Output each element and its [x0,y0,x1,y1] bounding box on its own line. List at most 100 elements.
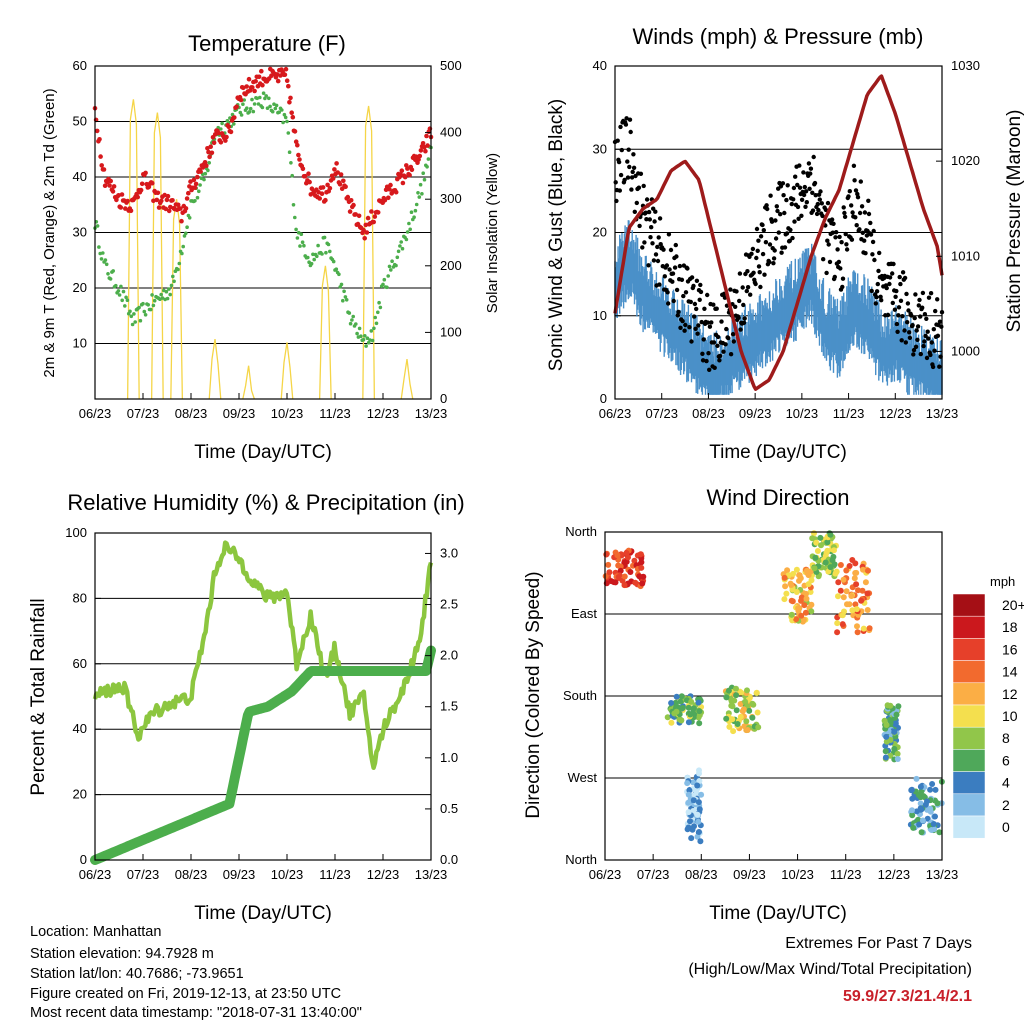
wind-direction-point [825,568,832,575]
gust-point [854,223,859,228]
dewpoint-point [394,263,398,268]
dewpoint-point [261,91,266,95]
dewpoint-point [101,251,105,255]
wind-direction-point [812,554,819,561]
temperature-point [110,189,116,194]
humidity-ytick-label: 80 [73,590,87,605]
dewpoint-point [369,329,374,333]
wind-direction-point [627,569,634,575]
gust-point [736,315,741,320]
wind-direction-point [843,567,850,574]
dewpoint-point [95,224,100,228]
humidity-gridlines [95,532,431,861]
wind-direction-point [603,551,610,558]
wind-direction-xtick-label: 11/23 [830,867,862,882]
gust-point [670,271,676,276]
gust-point [653,252,659,257]
gust-point [700,351,705,356]
dewpoint-point [350,318,354,322]
gust-point [876,268,881,274]
solar-insolation-spike [280,342,294,400]
dewpoint-point [245,106,249,110]
temperature-point [288,95,293,101]
wind-direction-point [853,581,860,588]
gust-point [817,197,822,202]
dewpoint-point [251,109,256,114]
gust-point [704,358,709,364]
dewpoint-point [357,326,362,331]
wind-direction-point [928,827,935,833]
gust-point [806,161,812,166]
temperature-point [371,219,377,225]
humidity-xtick-label: 13/23 [415,867,448,882]
dewpoint-point [412,215,416,219]
temperature-xtick-label: 12/23 [367,406,400,421]
wind-direction-point [803,567,810,574]
wind-direction-point [726,723,733,730]
dewpoint-point [398,244,402,248]
gust-point [628,129,633,135]
gust-point [810,208,816,213]
gust-point [891,261,896,267]
gust-point [896,313,901,318]
gust-point [860,230,865,235]
temperature-point [330,176,336,181]
wind-direction-point [803,590,809,597]
wind-direction-point [788,582,795,588]
winds-xtick-label: 06/23 [599,406,632,421]
wind-direction-point [621,573,628,580]
gust-point [711,302,716,307]
wind-direction-point [785,572,792,579]
wind-direction-point [723,715,730,722]
gust-point [625,159,630,164]
humidity-ticks: 0 20 40 60 80 100 0.0 0.5 1.0 1.5 2.0 2.5 3.0 06/23 07… [65,525,458,882]
wind-direction-point [919,817,926,824]
gust-point [838,266,843,271]
gust-point [692,301,698,307]
wind-direction-xtick-label: 09/23 [733,867,766,882]
gust-point [830,230,835,235]
gust-point [857,210,863,216]
gust-point [705,292,710,298]
gust-point [874,295,879,300]
gust-point [858,179,863,184]
temperature-point [420,141,426,146]
gust-point [808,166,814,171]
temperature-point [425,143,430,148]
gust-point [762,272,767,277]
gust-point [672,265,678,270]
gust-point [812,180,818,186]
gust-point [907,330,912,335]
dewpoint-point [281,120,285,125]
dewpoint-point [252,102,257,106]
dewpoint-point [146,303,150,307]
temperature-xtick-label: 10/23 [271,406,304,421]
dewpoint-point [270,109,275,114]
temperature-point [150,180,155,186]
wind-direction-point [822,559,829,566]
wind-direction-point [685,719,692,726]
gust-point [757,270,762,275]
gust-point [937,319,943,324]
gust-point [782,210,787,216]
gust-point [683,322,688,328]
dewpoint-point [150,293,154,297]
winds-ytick-label: 0 [600,391,607,406]
gust-point [760,222,765,228]
temperature-point [256,74,262,80]
dewpoint-point [422,177,427,182]
humidity-xtick-label: 12/23 [367,867,400,882]
wind-direction-point [848,593,855,599]
temperature-point [307,179,312,185]
gust-point [803,204,808,209]
speed-legend-label: 4 [1002,775,1010,791]
temperature-point [252,88,257,94]
dewpoint-point [413,208,418,213]
winds-title: Winds (mph) & Pressure (mb) [633,24,924,49]
gust-point [768,193,773,198]
wind-direction-point [743,718,750,725]
temperature-point [204,163,209,168]
wind-direction-ytick-label: South [563,688,597,703]
dewpoint-point [202,177,206,182]
gust-point [658,242,663,247]
